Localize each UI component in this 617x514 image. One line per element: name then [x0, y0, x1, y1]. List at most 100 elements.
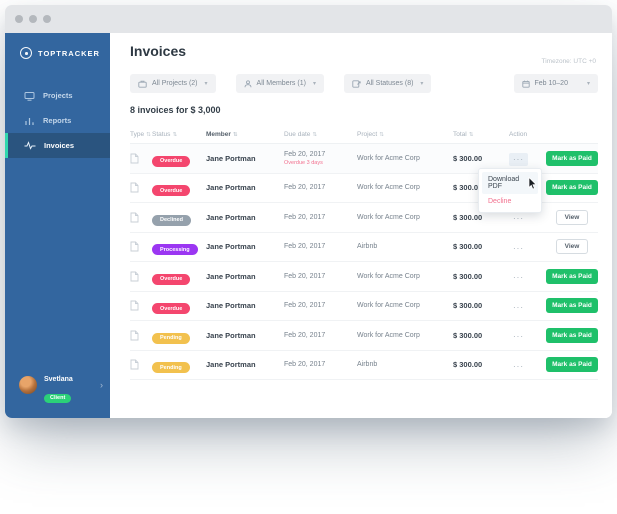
column-header-due-date[interactable]: Due date ⇅	[284, 131, 317, 138]
status-badge: Declined	[152, 214, 191, 226]
mark-as-paid-button[interactable]: Mark as Paid	[546, 150, 598, 166]
menu-item-download-pdf[interactable]: Download PDF	[482, 172, 538, 194]
column-header-project[interactable]: Project ⇅	[357, 131, 384, 138]
due-date: Feb 20, 2017	[284, 302, 326, 310]
view-button[interactable]: View	[556, 209, 588, 225]
invoices-icon	[24, 141, 36, 150]
invoice-total: $ 300.00	[453, 183, 483, 193]
invoice-file-icon	[130, 182, 152, 193]
row-menu-button[interactable]: ···	[509, 153, 528, 167]
mark-as-paid-button[interactable]: Mark as Paid	[546, 357, 598, 373]
row-menu-button[interactable]: ···	[513, 214, 524, 224]
invoices-table: Type ⇅ Status ⇅ Member ⇅ Due date ⇅ Project ⇅…	[130, 126, 598, 380]
invoice-total: $ 300.00	[453, 153, 483, 163]
sort-icon: ⇅	[379, 131, 384, 138]
sort-icon: ⇅	[172, 131, 178, 138]
invoice-file-icon	[130, 153, 152, 164]
invoice-total: $ 300.00	[453, 212, 483, 222]
invoice-file-icon	[130, 359, 152, 370]
menu-item-decline[interactable]: Decline	[488, 198, 512, 205]
table-row: Pending Jane Portman Feb 20, 2017 Work f…	[130, 321, 598, 351]
column-header-total[interactable]: Total ⇅	[453, 131, 474, 138]
row-menu-button[interactable]: ···	[513, 361, 524, 371]
due-date: Feb 20, 2017	[284, 272, 326, 280]
member-name: Jane Portman	[206, 301, 256, 311]
mark-as-paid-button[interactable]: Mark as Paid	[546, 327, 598, 343]
chevron-down-icon: ▾	[204, 81, 208, 87]
project-name: Airbnb	[357, 243, 378, 251]
column-header-member[interactable]: Member ⇅	[206, 131, 238, 138]
window-dot-1[interactable]	[15, 15, 23, 23]
due-date: Feb 20, 2017	[284, 150, 326, 158]
column-header-status[interactable]: Status ⇅	[152, 131, 178, 138]
filter-all-members[interactable]: All Members (1) ▾	[235, 74, 324, 93]
brand-logo: TOPTRACKER	[5, 33, 110, 59]
user-name: Svetlana	[44, 376, 73, 383]
projects-icon	[24, 91, 35, 101]
mark-as-paid-button[interactable]: Mark as Paid	[546, 180, 598, 196]
main-content: Invoices Timezone: UTC +0 All Projects (…	[110, 33, 612, 418]
mark-as-paid-button[interactable]: Mark as Paid	[546, 268, 598, 284]
mark-as-paid-button[interactable]: Mark as Paid	[546, 298, 598, 314]
window-dot-3[interactable]	[43, 15, 51, 23]
status-badge: Pending	[152, 362, 190, 374]
invoice-total: $ 300.00	[453, 271, 483, 281]
row-menu-button[interactable]: ···	[513, 332, 524, 342]
table-row: Processing Jane Portman Feb 20, 2017 Air…	[130, 233, 598, 262]
brand-name: TOPTRACKER	[38, 48, 100, 58]
project-name: Work for Acme Corp	[357, 272, 420, 280]
column-header-type[interactable]: Type ⇅	[130, 131, 151, 138]
view-button[interactable]: View	[556, 239, 588, 255]
filter-all-statuses[interactable]: All Statuses (8) ▾	[343, 74, 432, 93]
reports-icon	[24, 116, 35, 126]
status-badge: Pending	[152, 332, 190, 344]
invoice-total: $ 300.00	[453, 301, 483, 311]
user-role-badge: Client	[44, 393, 72, 403]
window-dot-2[interactable]	[29, 15, 37, 23]
chevron-down-icon: ▾	[312, 81, 316, 87]
window-titlebar	[5, 5, 612, 33]
project-name: Work for Acme Corp	[357, 184, 420, 192]
date-range-filter[interactable]: Feb 10–20 ▾	[513, 74, 598, 93]
project-name: Work for Acme Corp	[357, 302, 420, 310]
status-badge: Overdue	[152, 303, 191, 315]
due-date: Feb 20, 2017	[284, 361, 326, 369]
invoice-file-icon	[130, 271, 152, 282]
sort-icon: ⇅	[468, 131, 474, 138]
page-title: Invoices	[130, 43, 187, 59]
filter-bar: All Projects (2) ▾ All Members (1) ▾	[130, 74, 598, 93]
sidebar: TOPTRACKER Projects	[5, 33, 110, 418]
toptracker-logo-icon	[20, 47, 32, 59]
overdue-note: Overdue 3 days	[284, 159, 323, 166]
sort-icon: ⇅	[146, 131, 151, 138]
filter-all-projects[interactable]: All Projects (2) ▾	[130, 74, 216, 93]
row-menu-button[interactable]: ···	[513, 243, 524, 253]
timezone-label: Timezone: UTC +0	[541, 58, 597, 65]
user-profile[interactable]: Svetlana Client ›	[19, 376, 103, 404]
member-name: Jane Portman	[206, 330, 256, 340]
sort-icon: ⇅	[232, 131, 238, 138]
invoice-total: $ 300.00	[453, 242, 483, 252]
statuses-icon	[352, 79, 361, 88]
row-menu-button[interactable]: ···	[513, 273, 524, 283]
sidebar-item-projects[interactable]: Projects	[5, 83, 110, 108]
table-header: Type ⇅ Status ⇅ Member ⇅ Due date ⇅ Project ⇅…	[130, 126, 598, 144]
row-menu-button[interactable]: ···	[513, 302, 524, 312]
status-badge: Processing	[152, 244, 198, 256]
invoice-file-icon	[130, 241, 152, 252]
app-window: TOPTRACKER Projects	[5, 5, 612, 418]
member-icon	[244, 79, 252, 88]
invoice-total: $ 300.00	[453, 360, 483, 370]
invoice-file-icon	[130, 212, 152, 223]
table-row: Declined Jane Portman Feb 20, 2017 Work …	[130, 203, 598, 233]
sort-icon: ⇅	[312, 131, 317, 138]
member-name: Jane Portman	[206, 271, 256, 281]
member-name: Jane Portman	[206, 242, 256, 252]
chevron-down-icon: ▾	[420, 81, 424, 87]
sidebar-item-reports[interactable]: Reports	[5, 108, 110, 133]
invoice-total: $ 300.00	[453, 330, 483, 340]
member-name: Jane Portman	[206, 360, 256, 370]
invoice-file-icon	[130, 300, 152, 311]
sidebar-item-invoices[interactable]: Invoices	[5, 133, 110, 158]
